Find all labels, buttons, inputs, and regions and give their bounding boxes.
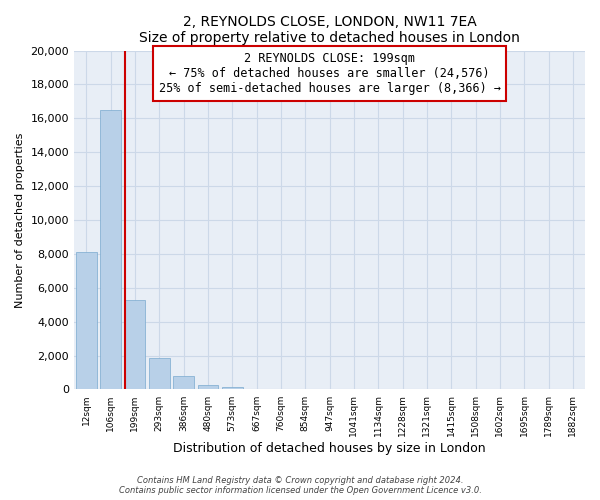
Bar xyxy=(76,252,97,390)
Bar xyxy=(125,300,145,390)
Bar xyxy=(222,387,242,390)
Title: 2, REYNOLDS CLOSE, LONDON, NW11 7EA
Size of property relative to detached houses: 2, REYNOLDS CLOSE, LONDON, NW11 7EA Size… xyxy=(139,15,520,45)
X-axis label: Distribution of detached houses by size in London: Distribution of detached houses by size … xyxy=(173,442,486,455)
Bar xyxy=(197,384,218,390)
Text: 2 REYNOLDS CLOSE: 199sqm
← 75% of detached houses are smaller (24,576)
25% of se: 2 REYNOLDS CLOSE: 199sqm ← 75% of detach… xyxy=(158,52,500,95)
Bar xyxy=(149,358,170,390)
Bar xyxy=(173,376,194,390)
Bar xyxy=(100,110,121,390)
Text: Contains HM Land Registry data © Crown copyright and database right 2024.
Contai: Contains HM Land Registry data © Crown c… xyxy=(119,476,481,495)
Y-axis label: Number of detached properties: Number of detached properties xyxy=(15,132,25,308)
